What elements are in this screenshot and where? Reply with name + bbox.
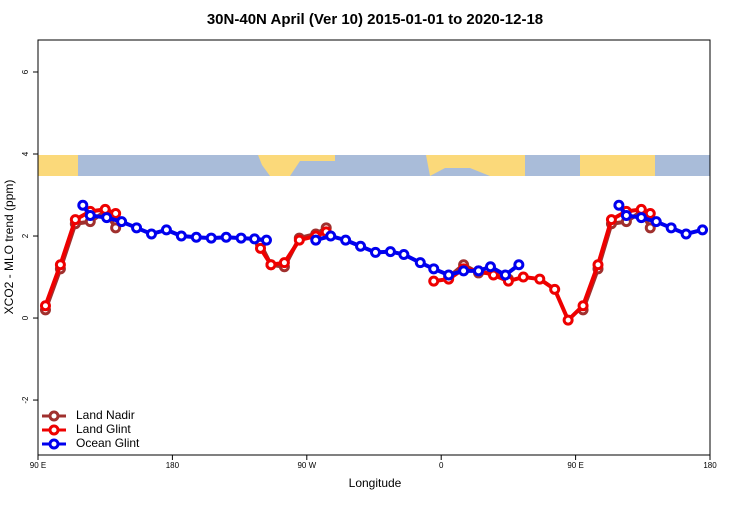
data-point xyxy=(260,234,272,246)
x-tick-label: 0 xyxy=(439,461,444,470)
data-point xyxy=(697,224,709,236)
data-point xyxy=(235,232,247,244)
y-tick-label: -2 xyxy=(21,396,30,404)
x-tick-label: 90 E xyxy=(567,461,583,470)
x-tick-label: 90 E xyxy=(30,461,46,470)
data-point xyxy=(665,222,677,234)
data-point xyxy=(265,259,277,271)
legend-swatch xyxy=(48,438,60,450)
data-point xyxy=(69,214,81,226)
data-point xyxy=(499,269,511,281)
data-point xyxy=(635,212,647,224)
data-point xyxy=(428,263,440,275)
data-point xyxy=(99,203,111,215)
data-point xyxy=(473,265,485,277)
data-point xyxy=(84,210,96,222)
data-point xyxy=(39,300,51,312)
y-tick-label: 0 xyxy=(21,315,30,320)
series-line xyxy=(581,209,653,311)
land-band xyxy=(258,155,335,176)
data-point xyxy=(592,259,604,271)
data-point xyxy=(680,228,692,240)
legend-swatch xyxy=(48,410,60,422)
data-point xyxy=(110,207,122,219)
data-point xyxy=(644,222,656,234)
y-tick-label: 4 xyxy=(21,151,30,156)
data-point xyxy=(355,240,367,252)
land-band xyxy=(426,155,525,176)
data-point xyxy=(220,231,232,243)
data-point xyxy=(293,234,305,246)
data-point xyxy=(484,261,496,273)
data-point xyxy=(369,246,381,258)
x-tick-label: 180 xyxy=(703,461,717,470)
land-band xyxy=(580,155,655,176)
data-point xyxy=(414,257,426,269)
land-band xyxy=(38,155,78,176)
data-point xyxy=(620,210,632,222)
data-point xyxy=(650,216,662,228)
data-point xyxy=(77,199,89,211)
legend-label: Ocean Glint xyxy=(76,436,140,450)
map-strip xyxy=(38,155,710,176)
data-point xyxy=(613,199,625,211)
legend-swatch xyxy=(48,424,60,436)
data-point xyxy=(110,222,122,234)
data-point xyxy=(398,248,410,260)
data-point xyxy=(101,212,113,224)
data-point xyxy=(255,242,267,254)
data-point xyxy=(325,230,337,242)
data-point xyxy=(384,246,396,258)
data-point xyxy=(160,224,172,236)
ocean-band xyxy=(38,155,710,176)
x-tick-label: 90 W xyxy=(297,461,316,470)
data-point xyxy=(534,273,546,285)
data-point xyxy=(340,234,352,246)
data-point xyxy=(175,230,187,242)
data-point xyxy=(205,232,217,244)
x-tick-label: 180 xyxy=(166,461,180,470)
data-point xyxy=(131,222,143,234)
data-point xyxy=(249,233,261,245)
y-axis-label: XCO2 - MLO trend (ppm) xyxy=(2,180,16,315)
data-point xyxy=(549,283,561,295)
y-tick-label: 2 xyxy=(21,233,30,238)
data-point xyxy=(517,271,529,283)
y-tick-label: 6 xyxy=(21,69,30,74)
data-point xyxy=(116,216,128,228)
data-point xyxy=(644,207,656,219)
data-point xyxy=(54,259,66,271)
data-point xyxy=(428,275,440,287)
plot-frame xyxy=(37,39,711,456)
data-point xyxy=(513,259,525,271)
data-point xyxy=(458,265,470,277)
data-point xyxy=(310,234,322,246)
chart-title: 30N-40N April (Ver 10) 2015-01-01 to 202… xyxy=(207,11,543,28)
data-point xyxy=(443,269,455,281)
data-point xyxy=(190,231,202,243)
data-point xyxy=(145,228,157,240)
data-point xyxy=(278,257,290,269)
legend-label: Land Nadir xyxy=(76,408,135,422)
data-point xyxy=(605,214,617,226)
x-axis-label: Longitude xyxy=(349,476,402,490)
data-point xyxy=(577,300,589,312)
data-point xyxy=(562,314,574,326)
legend-label: Land Glint xyxy=(76,422,131,436)
series-line xyxy=(43,209,118,311)
